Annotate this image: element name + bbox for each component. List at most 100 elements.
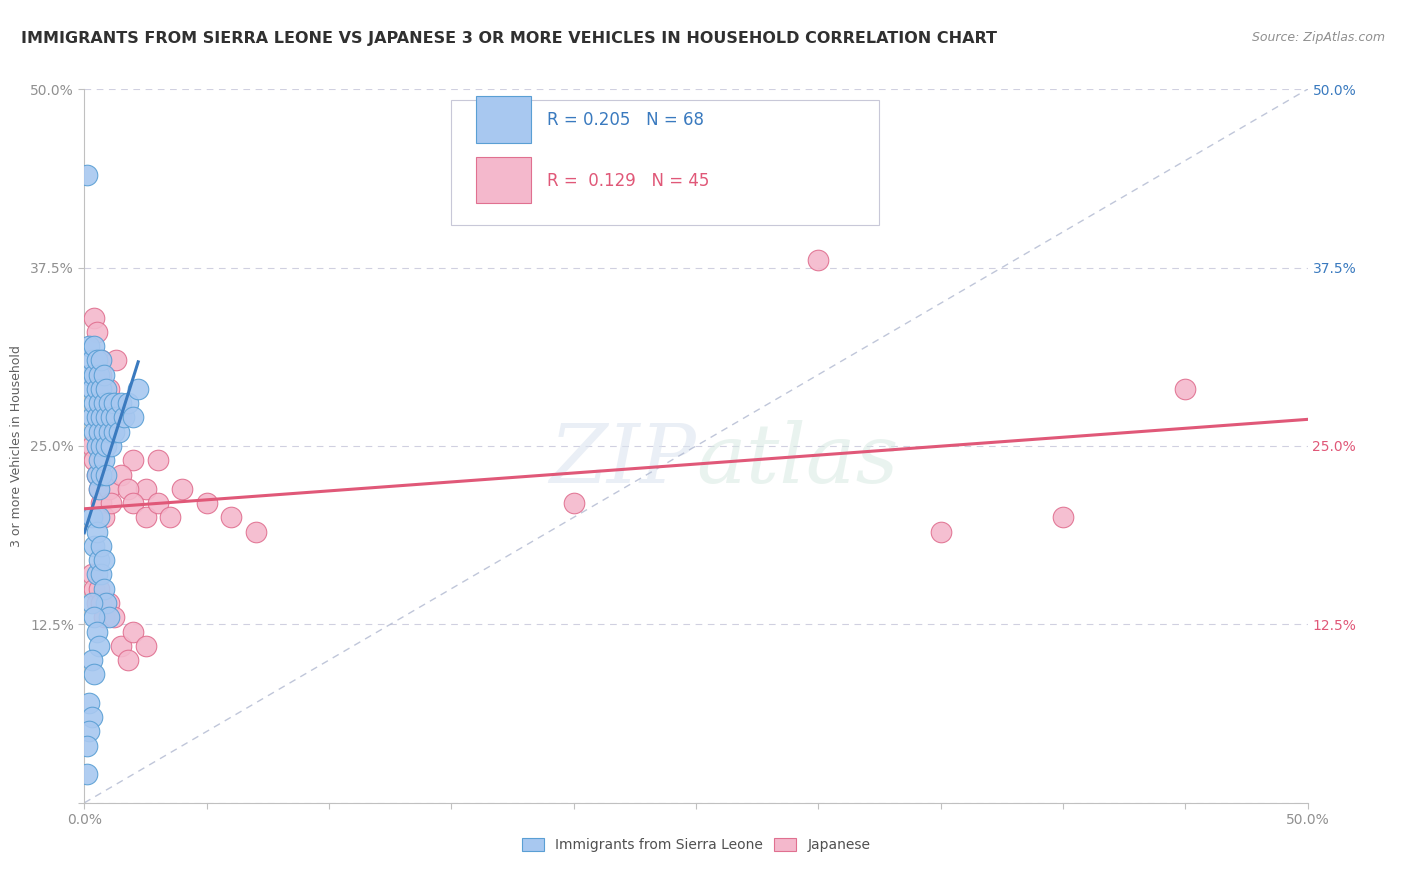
Point [110,396,132,410]
Point [83,310,105,325]
Point [93,396,115,410]
Point [159,510,181,524]
Point [97,425,120,439]
Point [100,439,122,453]
Point [93,453,115,467]
Point [93,425,115,439]
Legend: Immigrants from Sierra Leone, Japanese: Immigrants from Sierra Leone, Japanese [517,834,875,856]
Point [90,496,112,510]
Point [117,482,139,496]
Point [87,368,110,382]
Point [122,496,145,510]
Text: IMMIGRANTS FROM SIERRA LEONE VS JAPANESE 3 OR MORE VEHICLES IN HOUSEHOLD CORRELA: IMMIGRANTS FROM SIERRA LEONE VS JAPANESE… [21,31,997,46]
Point [83,396,105,410]
Point [112,410,135,425]
Point [87,482,110,496]
Point [80,653,103,667]
Point [90,567,112,582]
Point [83,339,105,353]
Point [80,382,103,396]
Point [110,639,132,653]
Point [103,396,125,410]
Point [80,510,103,524]
Point [86,467,108,482]
Point [90,439,112,453]
Point [135,482,157,496]
Point [245,524,267,539]
Point [127,382,149,396]
Point [77,368,100,382]
Point [90,539,112,553]
Point [1052,510,1074,524]
Point [110,467,132,482]
Point [97,610,120,624]
Point [80,710,103,724]
Point [103,610,125,624]
Text: ZIP: ZIP [550,420,696,500]
Text: R = 0.205   N = 68: R = 0.205 N = 68 [547,111,704,128]
Point [1174,382,1197,396]
Point [83,368,105,382]
Point [105,410,128,425]
Point [77,696,100,710]
Point [122,410,145,425]
Point [86,596,108,610]
Point [90,353,112,368]
Point [76,168,98,182]
Point [87,425,110,439]
Y-axis label: 3 or more Vehicles in Household: 3 or more Vehicles in Household [10,345,22,547]
Point [107,425,129,439]
Point [86,624,108,639]
Point [87,639,110,653]
Point [80,567,103,582]
Point [93,610,115,624]
Point [219,510,242,524]
Point [110,410,132,425]
Point [807,253,830,268]
Point [86,467,108,482]
Point [195,496,218,510]
Text: R =  0.129   N = 45: R = 0.129 N = 45 [547,171,709,189]
Point [76,739,98,753]
Point [96,410,118,425]
Text: atlas: atlas [696,420,898,500]
Point [96,382,118,396]
Point [90,596,112,610]
Point [93,368,115,382]
Point [105,353,128,368]
Point [87,510,110,524]
FancyBboxPatch shape [451,100,880,225]
Point [86,325,108,339]
Point [77,724,100,739]
Point [83,453,105,467]
Point [97,482,120,496]
Point [96,467,118,482]
Point [86,382,108,396]
Point [100,496,122,510]
Point [93,582,115,596]
Point [87,553,110,567]
Point [93,510,115,524]
Point [97,396,120,410]
Point [122,624,145,639]
Point [87,582,110,596]
Point [87,482,110,496]
Point [97,596,120,610]
Point [83,610,105,624]
Point [83,582,105,596]
Point [90,410,112,425]
Text: Source: ZipAtlas.com: Source: ZipAtlas.com [1251,31,1385,45]
Point [83,667,105,681]
Point [562,496,585,510]
Point [80,439,103,453]
Point [80,410,103,425]
Point [83,425,105,439]
Point [90,467,112,482]
Point [135,639,157,653]
Point [172,482,194,496]
FancyBboxPatch shape [475,157,531,203]
Point [146,453,169,467]
Point [90,368,112,382]
Point [146,496,169,510]
Point [100,410,122,425]
